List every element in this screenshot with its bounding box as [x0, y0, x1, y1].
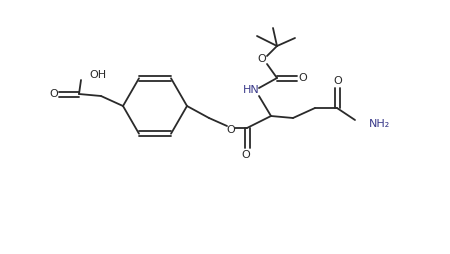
Text: HN: HN	[243, 85, 259, 95]
Text: O: O	[299, 73, 307, 83]
Text: O: O	[242, 150, 250, 160]
Text: O: O	[257, 54, 266, 64]
Text: O: O	[50, 89, 58, 99]
Text: O: O	[227, 125, 235, 135]
Text: NH₂: NH₂	[369, 119, 390, 129]
Text: O: O	[333, 76, 342, 86]
Text: OH: OH	[89, 70, 106, 80]
